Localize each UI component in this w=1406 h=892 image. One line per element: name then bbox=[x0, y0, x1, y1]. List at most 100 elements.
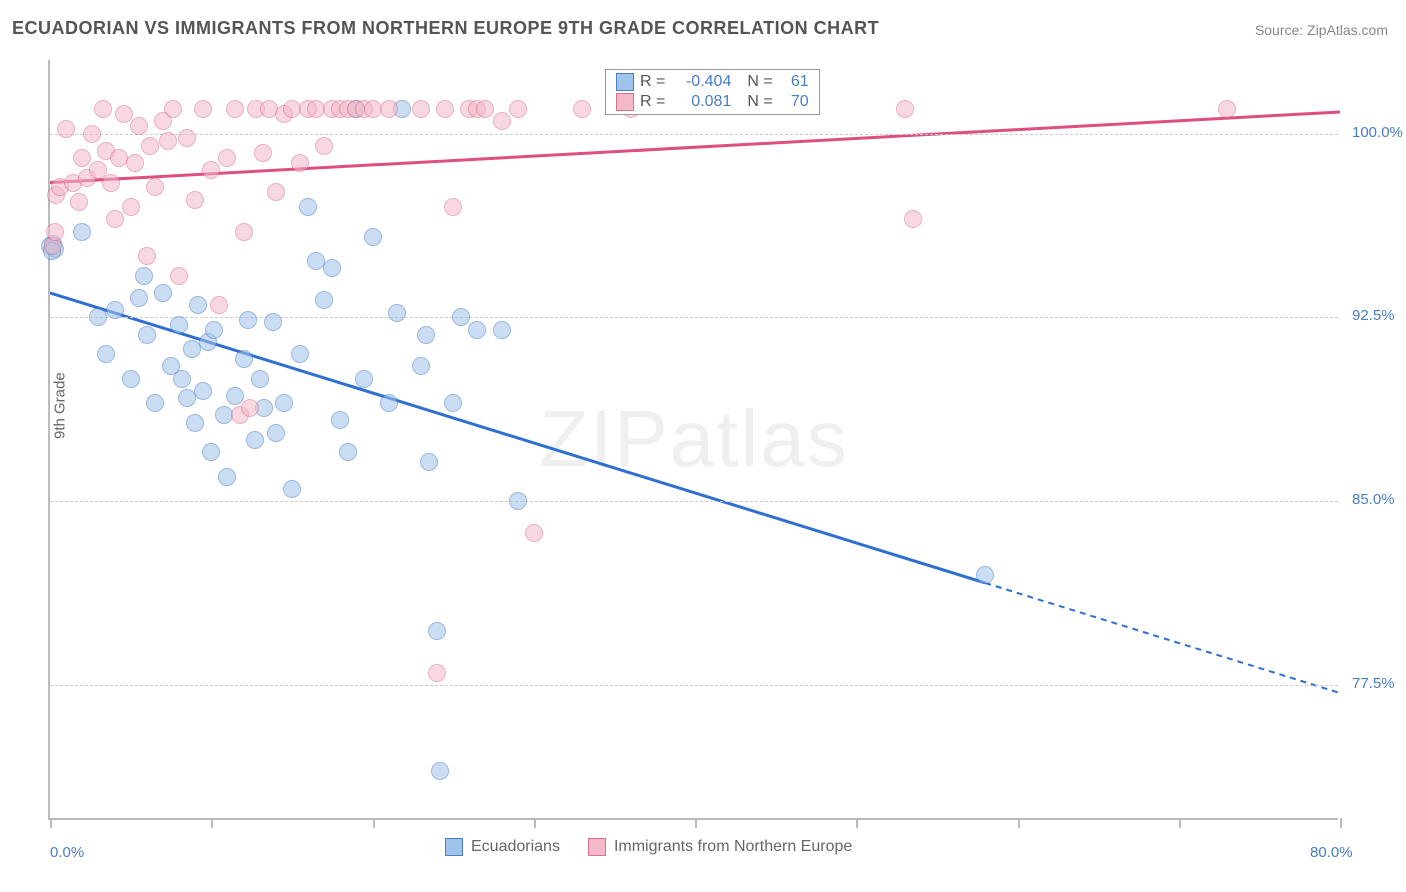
data-point bbox=[218, 468, 236, 486]
data-point bbox=[388, 304, 406, 322]
x-tick bbox=[373, 818, 375, 828]
data-point bbox=[218, 149, 236, 167]
data-point bbox=[380, 394, 398, 412]
data-point bbox=[283, 480, 301, 498]
data-point bbox=[106, 301, 124, 319]
data-point bbox=[412, 357, 430, 375]
data-point bbox=[239, 311, 257, 329]
x-tick-label: 80.0% bbox=[1310, 844, 1353, 861]
chart-container: ECUADORIAN VS IMMIGRANTS FROM NORTHERN E… bbox=[0, 0, 1406, 892]
data-point bbox=[264, 313, 282, 331]
stats-n-label: N = bbox=[747, 93, 772, 111]
data-point bbox=[420, 453, 438, 471]
data-point bbox=[428, 622, 446, 640]
data-point bbox=[57, 120, 75, 138]
data-point bbox=[146, 178, 164, 196]
bottom-legend: Ecuadorians Immigrants from Northern Euro… bbox=[445, 838, 852, 856]
data-point bbox=[130, 289, 148, 307]
data-point bbox=[135, 267, 153, 285]
data-point bbox=[173, 370, 191, 388]
source-attribution: Source: ZipAtlas.com bbox=[1255, 22, 1388, 38]
gridline bbox=[50, 501, 1338, 502]
legend-item: Ecuadorians bbox=[445, 838, 560, 856]
data-point bbox=[46, 223, 64, 241]
data-point bbox=[246, 431, 264, 449]
data-point bbox=[102, 174, 120, 192]
data-point bbox=[444, 198, 462, 216]
data-point bbox=[315, 137, 333, 155]
data-point bbox=[94, 100, 112, 118]
x-tick bbox=[856, 818, 858, 828]
stats-r-label: R = bbox=[640, 93, 665, 111]
data-point bbox=[315, 291, 333, 309]
data-point bbox=[573, 100, 591, 118]
stats-row: R = -0.404 N = 61 bbox=[606, 72, 819, 92]
legend-label: Immigrants from Northern Europe bbox=[614, 838, 852, 856]
data-point bbox=[138, 247, 156, 265]
stats-n-label: N = bbox=[747, 73, 772, 91]
data-point bbox=[122, 198, 140, 216]
data-point bbox=[73, 223, 91, 241]
plot-area: 9th Grade ZIPatlas 77.5%85.0%92.5%100.0%… bbox=[48, 60, 1338, 820]
data-point bbox=[417, 326, 435, 344]
stats-n-value: 61 bbox=[779, 73, 809, 91]
data-point bbox=[178, 129, 196, 147]
data-point bbox=[159, 132, 177, 150]
legend-item: Immigrants from Northern Europe bbox=[588, 838, 852, 856]
gridline bbox=[50, 134, 1338, 135]
data-point bbox=[493, 321, 511, 339]
data-point bbox=[186, 191, 204, 209]
y-tick-label: 100.0% bbox=[1352, 124, 1403, 141]
data-point bbox=[299, 198, 317, 216]
stats-r-label: R = bbox=[640, 73, 665, 91]
data-point bbox=[976, 566, 994, 584]
stats-n-value: 70 bbox=[779, 93, 809, 111]
data-point bbox=[509, 100, 527, 118]
data-point bbox=[275, 394, 293, 412]
trendlines-svg bbox=[50, 60, 1340, 820]
data-point bbox=[428, 664, 446, 682]
data-point bbox=[70, 193, 88, 211]
data-point bbox=[267, 424, 285, 442]
data-point bbox=[476, 100, 494, 118]
data-point bbox=[896, 100, 914, 118]
data-point bbox=[194, 382, 212, 400]
data-point bbox=[97, 345, 115, 363]
data-point bbox=[202, 161, 220, 179]
chart-title: ECUADORIAN VS IMMIGRANTS FROM NORTHERN E… bbox=[12, 18, 879, 39]
stats-r-value: -0.404 bbox=[671, 73, 731, 91]
data-point bbox=[189, 296, 207, 314]
data-point bbox=[380, 100, 398, 118]
data-point bbox=[202, 443, 220, 461]
data-point bbox=[444, 394, 462, 412]
data-point bbox=[154, 284, 172, 302]
data-point bbox=[364, 228, 382, 246]
x-tick bbox=[50, 818, 52, 828]
data-point bbox=[235, 350, 253, 368]
y-tick-label: 92.5% bbox=[1352, 307, 1395, 324]
data-point bbox=[323, 259, 341, 277]
stats-legend: R =-0.404N =61R =0.081N =70 bbox=[605, 69, 820, 115]
data-point bbox=[235, 223, 253, 241]
stats-row: R =0.081N =70 bbox=[606, 92, 819, 112]
data-point bbox=[130, 117, 148, 135]
y-axis-label: 9th Grade bbox=[52, 372, 69, 439]
data-point bbox=[331, 411, 349, 429]
data-point bbox=[339, 443, 357, 461]
legend-swatch bbox=[588, 838, 606, 856]
data-point bbox=[83, 125, 101, 143]
data-point bbox=[210, 296, 228, 314]
data-point bbox=[138, 326, 156, 344]
data-point bbox=[226, 100, 244, 118]
data-point bbox=[170, 316, 188, 334]
x-tick bbox=[211, 818, 213, 828]
data-point bbox=[291, 345, 309, 363]
data-point bbox=[412, 100, 430, 118]
data-point bbox=[355, 370, 373, 388]
x-tick bbox=[1018, 818, 1020, 828]
data-point bbox=[122, 370, 140, 388]
data-point bbox=[141, 137, 159, 155]
data-point bbox=[291, 154, 309, 172]
legend-swatch bbox=[616, 73, 634, 91]
data-point bbox=[452, 308, 470, 326]
